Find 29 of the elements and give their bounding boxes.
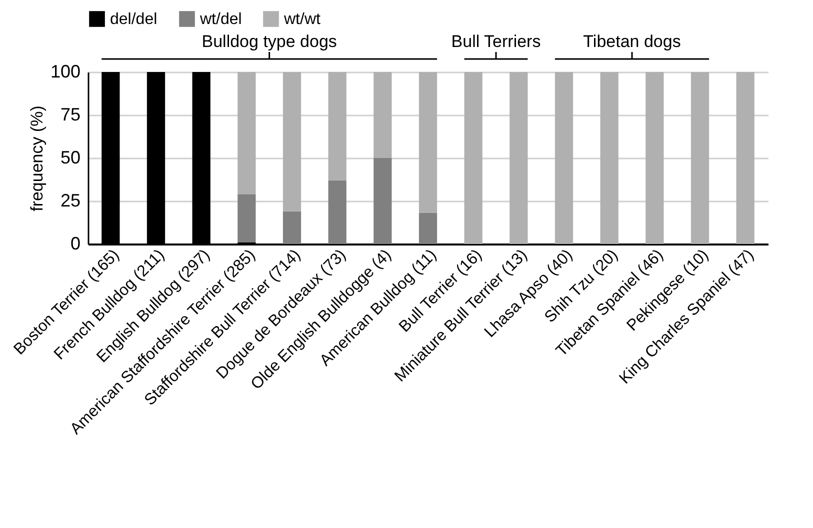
legend-label: del/del xyxy=(110,11,158,28)
bar xyxy=(374,158,392,244)
bar xyxy=(328,72,346,180)
bar xyxy=(690,72,710,244)
y-tick-label: 100 xyxy=(50,62,80,82)
bar xyxy=(282,72,302,212)
bar xyxy=(374,72,392,158)
bar xyxy=(736,72,754,244)
bar xyxy=(418,213,438,244)
text: Tibetan dogs xyxy=(583,32,681,51)
text: Bull Terriers xyxy=(451,32,541,51)
bar xyxy=(238,194,256,242)
y-tick-label: 0 xyxy=(70,234,80,254)
bar xyxy=(646,72,664,244)
y-tick-label: 50 xyxy=(60,148,80,168)
bar xyxy=(464,72,482,244)
text: Bulldog type dogs xyxy=(202,32,337,51)
y-tick-label: 25 xyxy=(60,190,80,210)
legend-label: wt/wt xyxy=(283,11,321,28)
bar xyxy=(238,72,256,194)
bar xyxy=(282,211,302,244)
bar xyxy=(328,180,346,244)
y-axis-title: frequency (%) xyxy=(27,106,46,212)
legend-label: wt/del xyxy=(199,11,242,28)
bar xyxy=(418,72,438,214)
bar xyxy=(600,72,618,244)
bar xyxy=(510,72,528,244)
bar xyxy=(554,72,574,244)
y-tick-label: 75 xyxy=(60,104,80,124)
